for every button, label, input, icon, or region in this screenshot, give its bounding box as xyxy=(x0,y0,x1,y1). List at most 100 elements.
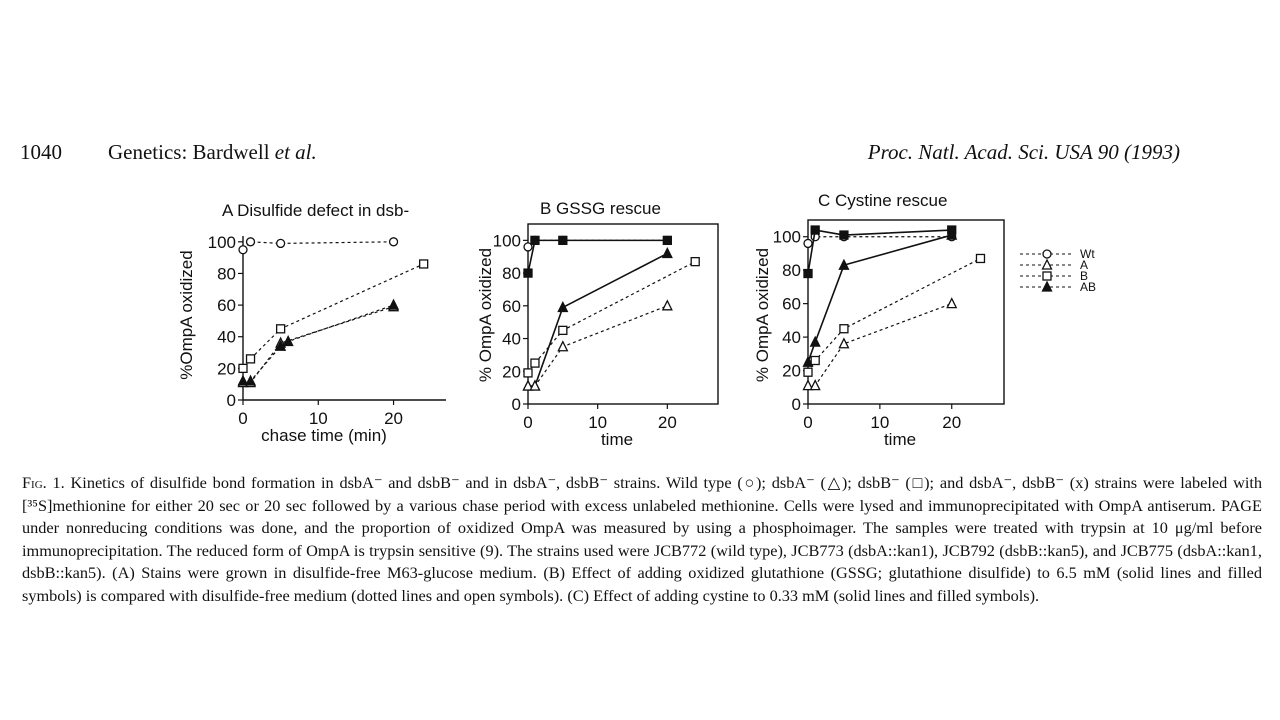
caption-lead: Fig. 1. xyxy=(22,473,65,492)
plot-frame xyxy=(807,219,1005,405)
y-tick-label: 0 xyxy=(227,391,236,410)
data-point xyxy=(530,235,540,246)
data-point xyxy=(558,235,568,246)
data-point xyxy=(523,268,533,278)
series-line-wt xyxy=(527,239,668,274)
data-point xyxy=(282,335,294,347)
figure-caption: Fig. 1. Kinetics of disulfide bond forma… xyxy=(22,472,1262,607)
data-point xyxy=(662,235,672,246)
series-line-ab xyxy=(243,304,394,382)
y-tick-label: 60 xyxy=(217,296,236,315)
y-axis-label: % OmpA oxidized xyxy=(476,248,495,382)
data-point xyxy=(838,337,850,349)
y-tick-label: 80 xyxy=(217,264,236,283)
series-line-a xyxy=(528,252,668,387)
data-point xyxy=(803,238,813,249)
figure-1: A Disulfide defect in dsb- %OmpA oxidized… xyxy=(177,191,1096,449)
y-tick-label: 100 xyxy=(773,228,801,247)
series-line-a xyxy=(528,305,668,387)
series-line-a xyxy=(807,234,952,363)
data-point xyxy=(523,368,533,378)
series-line-b xyxy=(242,263,424,369)
series-line-wt xyxy=(527,239,668,248)
data-point xyxy=(388,298,400,310)
data-point xyxy=(839,324,849,334)
y-tick-label: 40 xyxy=(217,328,236,347)
y-tick-label: 80 xyxy=(782,261,801,280)
data-point xyxy=(975,253,986,264)
series-line-b xyxy=(807,257,981,373)
y-tick-label: 80 xyxy=(502,264,521,283)
y-tick-label: 100 xyxy=(493,231,521,250)
data-point xyxy=(810,355,820,366)
x-axis-label: time xyxy=(601,430,633,449)
data-point xyxy=(839,230,849,240)
data-point xyxy=(1041,258,1053,270)
y-tick-label: 0 xyxy=(512,395,521,414)
data-point xyxy=(523,242,533,252)
y-tick-label: 40 xyxy=(502,330,521,349)
panel-b: B GSSG rescue % OmpA oxidized time 0 20 40 60 8… xyxy=(476,199,719,449)
data-point xyxy=(809,335,821,347)
x-tick-label: 10 xyxy=(870,413,889,432)
data-point xyxy=(275,238,286,249)
y-tick-label: 60 xyxy=(782,295,801,314)
x-tick-label: 20 xyxy=(658,413,677,432)
x-tick-label: 0 xyxy=(238,409,247,428)
data-point xyxy=(244,374,257,386)
data-point xyxy=(946,297,958,309)
y-tick-label: 20 xyxy=(502,362,521,381)
legend-label: AB xyxy=(1080,280,1096,294)
data-point xyxy=(1042,249,1052,259)
data-point xyxy=(388,237,399,247)
running-title: Genetics: Bardwell et al. xyxy=(108,140,317,165)
data-point xyxy=(238,245,248,255)
journal-citation: Proc. Natl. Acad. Sci. USA 90 (1993) xyxy=(867,140,1180,164)
legend-label: Wt xyxy=(1080,247,1095,261)
data-point xyxy=(558,325,568,336)
series-line-wt xyxy=(807,236,952,244)
data-point xyxy=(661,247,673,259)
x-axis-label: chase time (min) xyxy=(261,426,387,445)
y-tick-label: 0 xyxy=(792,395,801,414)
data-point xyxy=(557,340,569,352)
legend-label: B xyxy=(1080,269,1088,283)
x-tick-label: 0 xyxy=(803,413,812,432)
y-axis-label: %OmpA oxidized xyxy=(177,250,196,379)
data-point xyxy=(557,301,569,313)
data-point xyxy=(245,354,256,364)
series-line-wt xyxy=(807,229,952,274)
data-point xyxy=(690,256,700,267)
page-number: 1040 xyxy=(20,140,62,164)
x-tick-label: 0 xyxy=(523,413,532,432)
data-point xyxy=(245,237,256,247)
data-point xyxy=(838,258,850,270)
y-tick-label: 20 xyxy=(782,362,801,381)
data-point xyxy=(810,225,820,235)
data-point xyxy=(1041,280,1053,292)
panel-title: A Disulfide defect in dsb- xyxy=(222,201,409,220)
y-tick-label: 60 xyxy=(502,297,521,316)
panel-a: A Disulfide defect in dsb- %OmpA oxidized… xyxy=(177,201,446,445)
x-tick-label: 20 xyxy=(942,413,961,432)
data-point xyxy=(1042,271,1052,281)
data-point xyxy=(238,363,248,374)
data-point xyxy=(275,324,286,334)
x-axis-label: time xyxy=(884,430,916,449)
data-point xyxy=(803,367,813,377)
y-tick-label: 20 xyxy=(217,359,236,378)
plot-frame xyxy=(527,223,719,405)
data-point xyxy=(522,379,534,391)
panel-title: B GSSG rescue xyxy=(540,199,661,218)
x-tick-label: 10 xyxy=(309,409,328,428)
series-line-b xyxy=(527,261,696,374)
legend-label: A xyxy=(1080,258,1088,272)
series-line-wt xyxy=(242,241,394,251)
data-point xyxy=(809,379,821,391)
data-point xyxy=(802,355,814,367)
x-tick-label: 10 xyxy=(588,413,607,432)
data-point xyxy=(419,259,429,269)
y-tick-label: 100 xyxy=(208,233,236,252)
data-point xyxy=(530,358,540,368)
